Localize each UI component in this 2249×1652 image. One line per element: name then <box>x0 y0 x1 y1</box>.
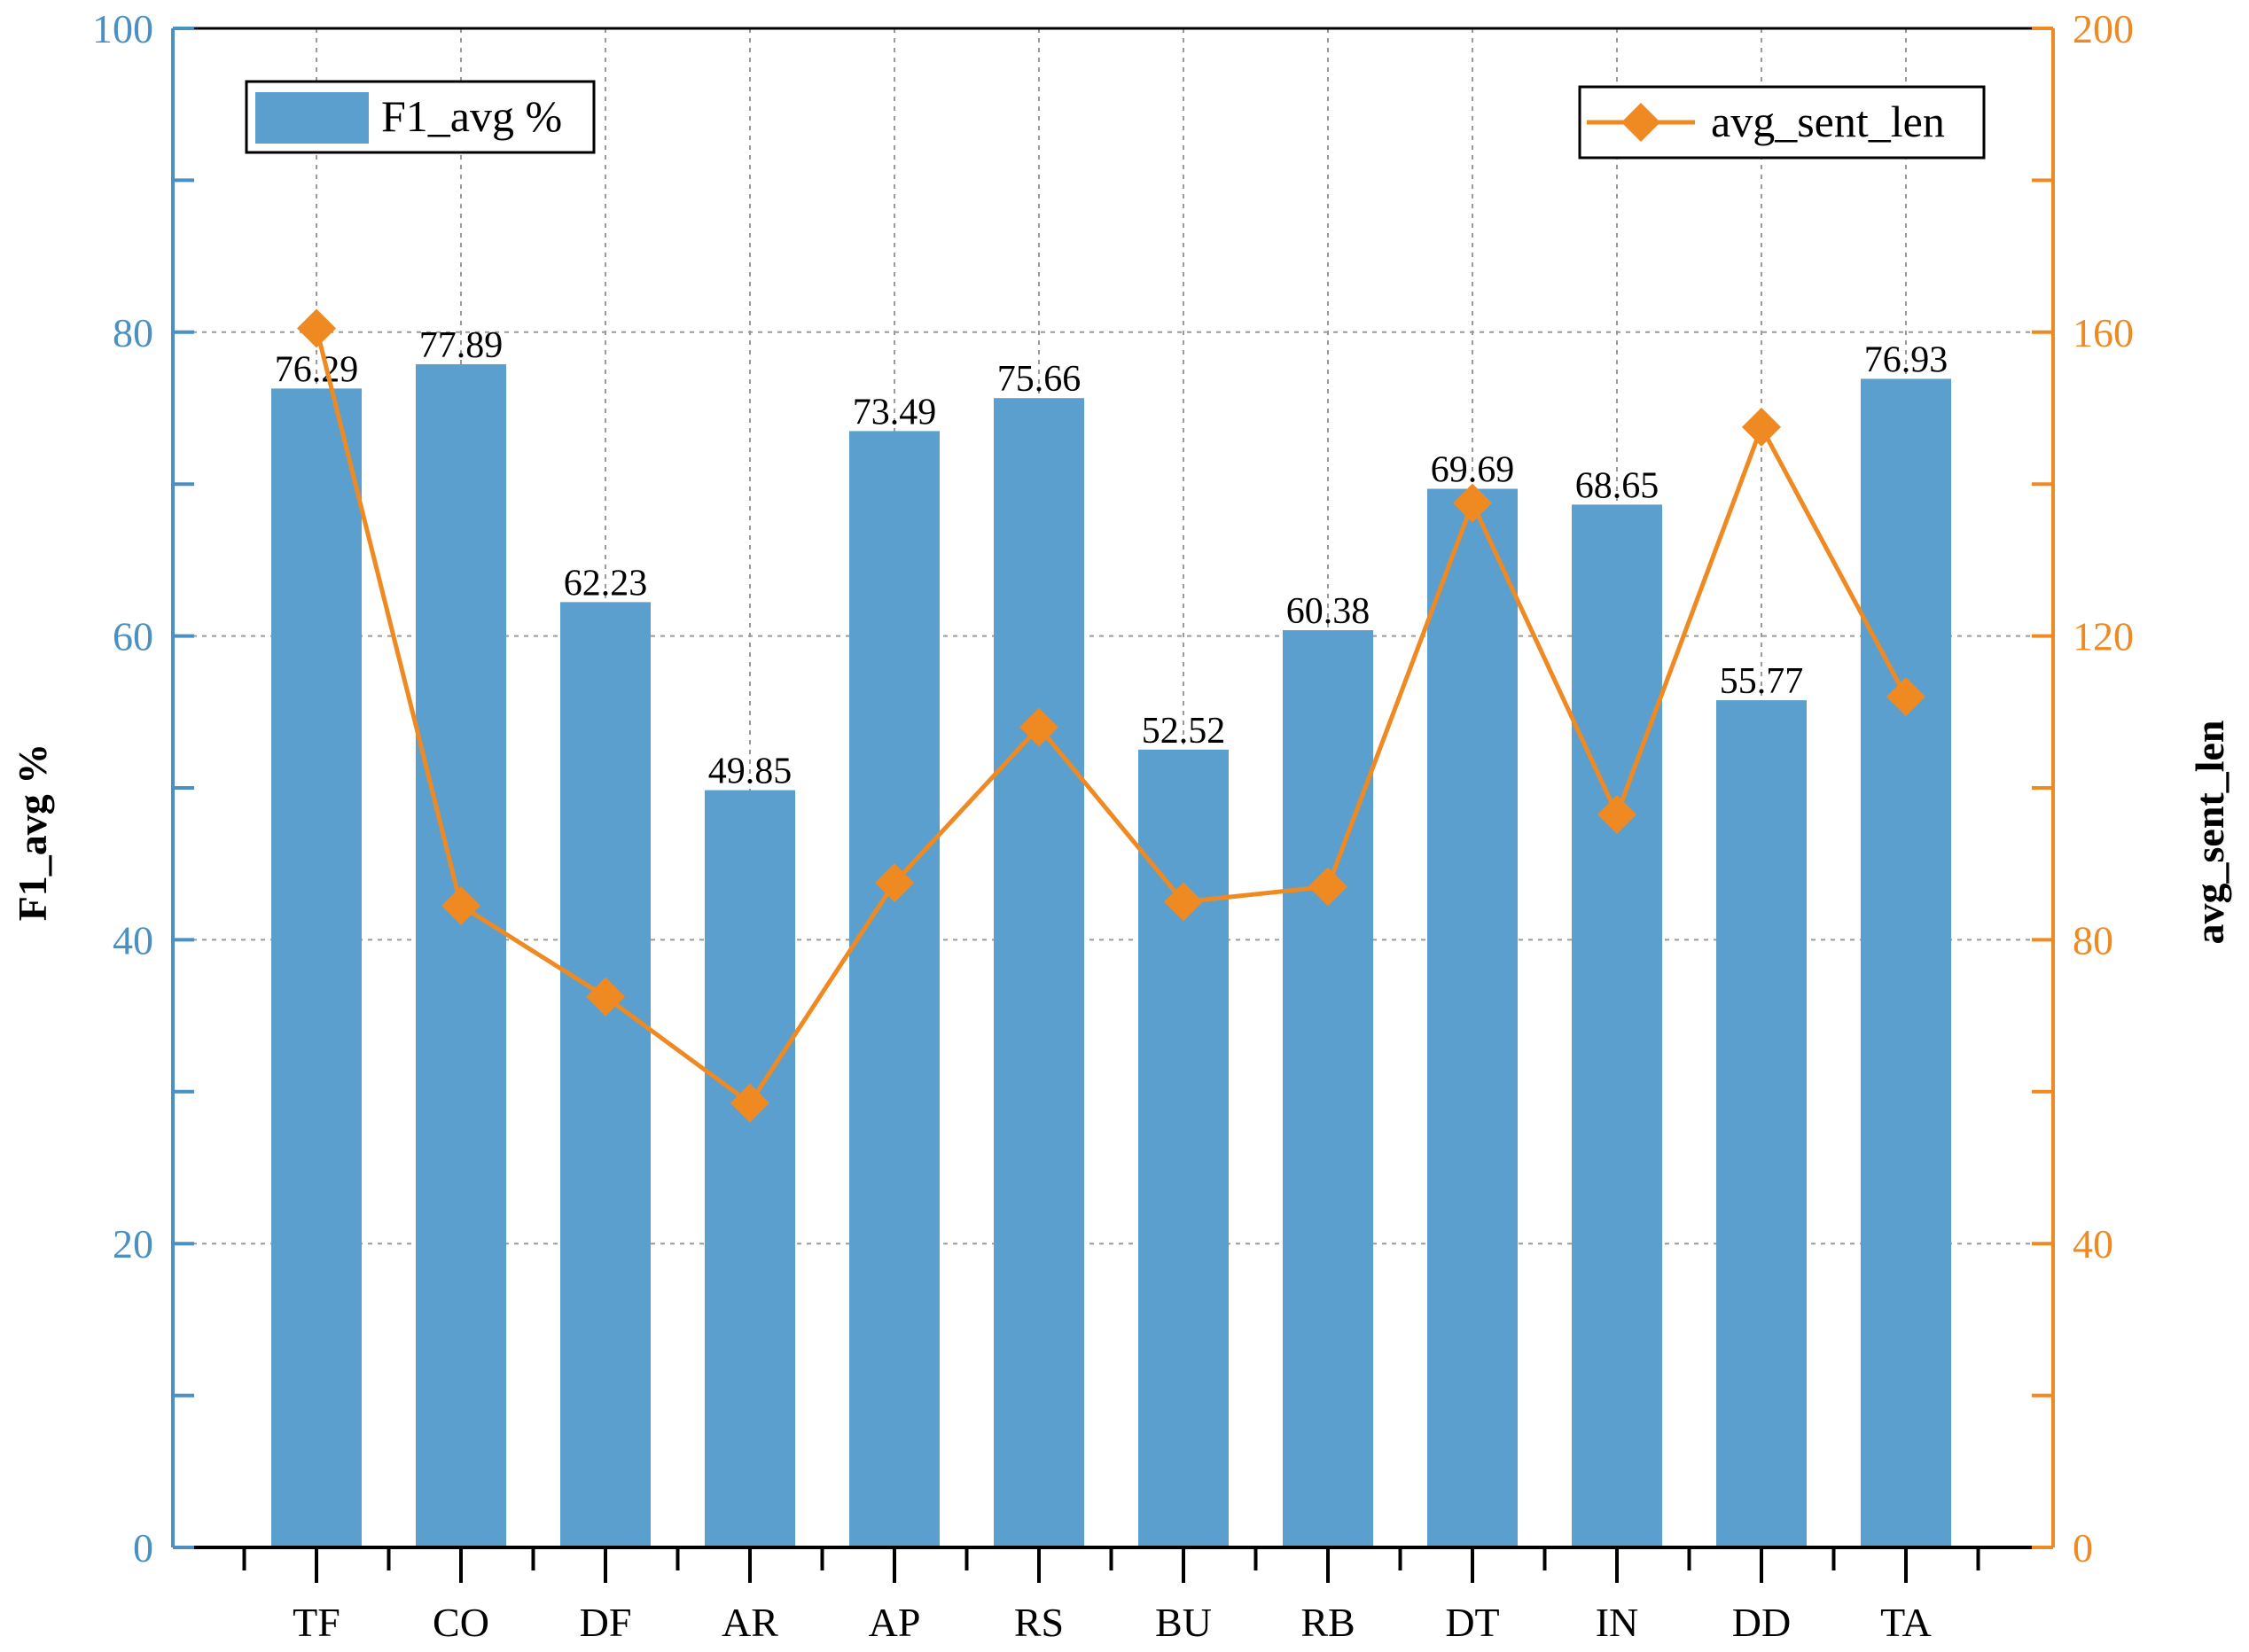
bar-label-bu: 52.52 <box>1142 711 1226 752</box>
point-tf <box>297 308 336 348</box>
bar-label-df: 62.23 <box>564 563 648 604</box>
point-ar <box>730 1083 769 1123</box>
point-df <box>586 977 625 1017</box>
left-axis-title: F1_avg % <box>10 744 55 922</box>
legend-line-label: avg_sent_len <box>1711 97 1945 146</box>
x-tick-label-rb: RB <box>1300 1600 1355 1645</box>
bar-ap <box>849 431 940 1548</box>
bar-label-ta: 76.93 <box>1864 339 1948 380</box>
bar-ar <box>705 790 795 1547</box>
bar-rb <box>1283 630 1373 1547</box>
x-tick-label-tf: TF <box>293 1600 340 1645</box>
right-tick-label: 160 <box>2073 310 2134 355</box>
bar-label-rb: 60.38 <box>1286 591 1370 632</box>
right-tick-label: 0 <box>2073 1525 2093 1570</box>
x-tick-label-co: CO <box>433 1600 489 1645</box>
left-tick-label: 20 <box>113 1221 153 1266</box>
x-tick-label-in: IN <box>1596 1600 1639 1645</box>
axes: 0 20 40 60 80 100 0 40 80 120 160 200 TF CO DF AR AP RS BU… <box>10 6 2232 1645</box>
bar-label-ar: 49.85 <box>708 752 793 792</box>
right-tick-label: 80 <box>2073 917 2113 962</box>
bar-label-dd: 55.77 <box>1720 661 1804 702</box>
bar-data-labels: 76.29 77.89 62.23 49.85 73.49 75.66 52.52 60.38… <box>275 325 1948 792</box>
left-tick-label: 80 <box>113 310 153 355</box>
right-tick-label: 200 <box>2073 6 2134 51</box>
x-tick-label-bu: BU <box>1155 1600 1212 1645</box>
left-tick-label: 100 <box>92 6 153 51</box>
bar-dt <box>1427 488 1518 1547</box>
bar-in <box>1572 504 1662 1547</box>
point-bu <box>1164 882 1203 922</box>
bar-series <box>271 363 1951 1548</box>
left-tick-label: 0 <box>133 1525 153 1570</box>
bar-ta <box>1861 378 1951 1547</box>
legend-bar-label: F1_avg % <box>381 91 562 141</box>
series-line-avg-sent-len <box>314 327 1909 1106</box>
x-tick-label-dt: DT <box>1445 1600 1499 1645</box>
bar-label-rs: 75.66 <box>997 359 1082 400</box>
left-tick-label: 40 <box>113 917 153 962</box>
x-tick-label-ar: AR <box>722 1600 778 1645</box>
point-in <box>1597 794 1636 834</box>
right-tick-label: 120 <box>2073 614 2134 659</box>
bar-label-ap: 73.49 <box>853 392 937 432</box>
legend-line-marker <box>1621 103 1660 142</box>
bar-label-tf: 76.29 <box>275 349 359 390</box>
line-series <box>297 308 1925 1123</box>
legend-bar-swatch <box>255 92 369 144</box>
x-tick-label-df: DF <box>580 1600 632 1645</box>
x-tick-label-dd: DD <box>1732 1600 1791 1645</box>
bar-df <box>560 602 651 1547</box>
x-tick-label-ap: AP <box>869 1600 921 1645</box>
point-co <box>441 885 480 925</box>
right-axis-title: avg_sent_len <box>2187 721 2232 945</box>
bar-bu <box>1138 749 1229 1547</box>
x-tick-label-ta: TA <box>1880 1600 1932 1645</box>
point-ta <box>1886 677 1925 717</box>
point-dd <box>1742 407 1781 447</box>
point-rb <box>1308 867 1347 907</box>
bar-label-co: 77.89 <box>419 325 504 366</box>
point-rs <box>1019 707 1058 747</box>
legends: F1_avg % avg_sent_len <box>245 80 1986 160</box>
bar-tf <box>271 388 362 1547</box>
point-dt <box>1453 483 1492 523</box>
bar-dd <box>1716 700 1807 1547</box>
right-tick-label: 40 <box>2073 1221 2113 1266</box>
bar-rs <box>994 398 1084 1547</box>
point-ap <box>875 863 914 903</box>
left-tick-label: 60 <box>113 614 153 659</box>
bar-co <box>416 363 506 1548</box>
bar-label-in: 68.65 <box>1575 465 1659 506</box>
x-tick-label-rs: RS <box>1014 1600 1064 1645</box>
